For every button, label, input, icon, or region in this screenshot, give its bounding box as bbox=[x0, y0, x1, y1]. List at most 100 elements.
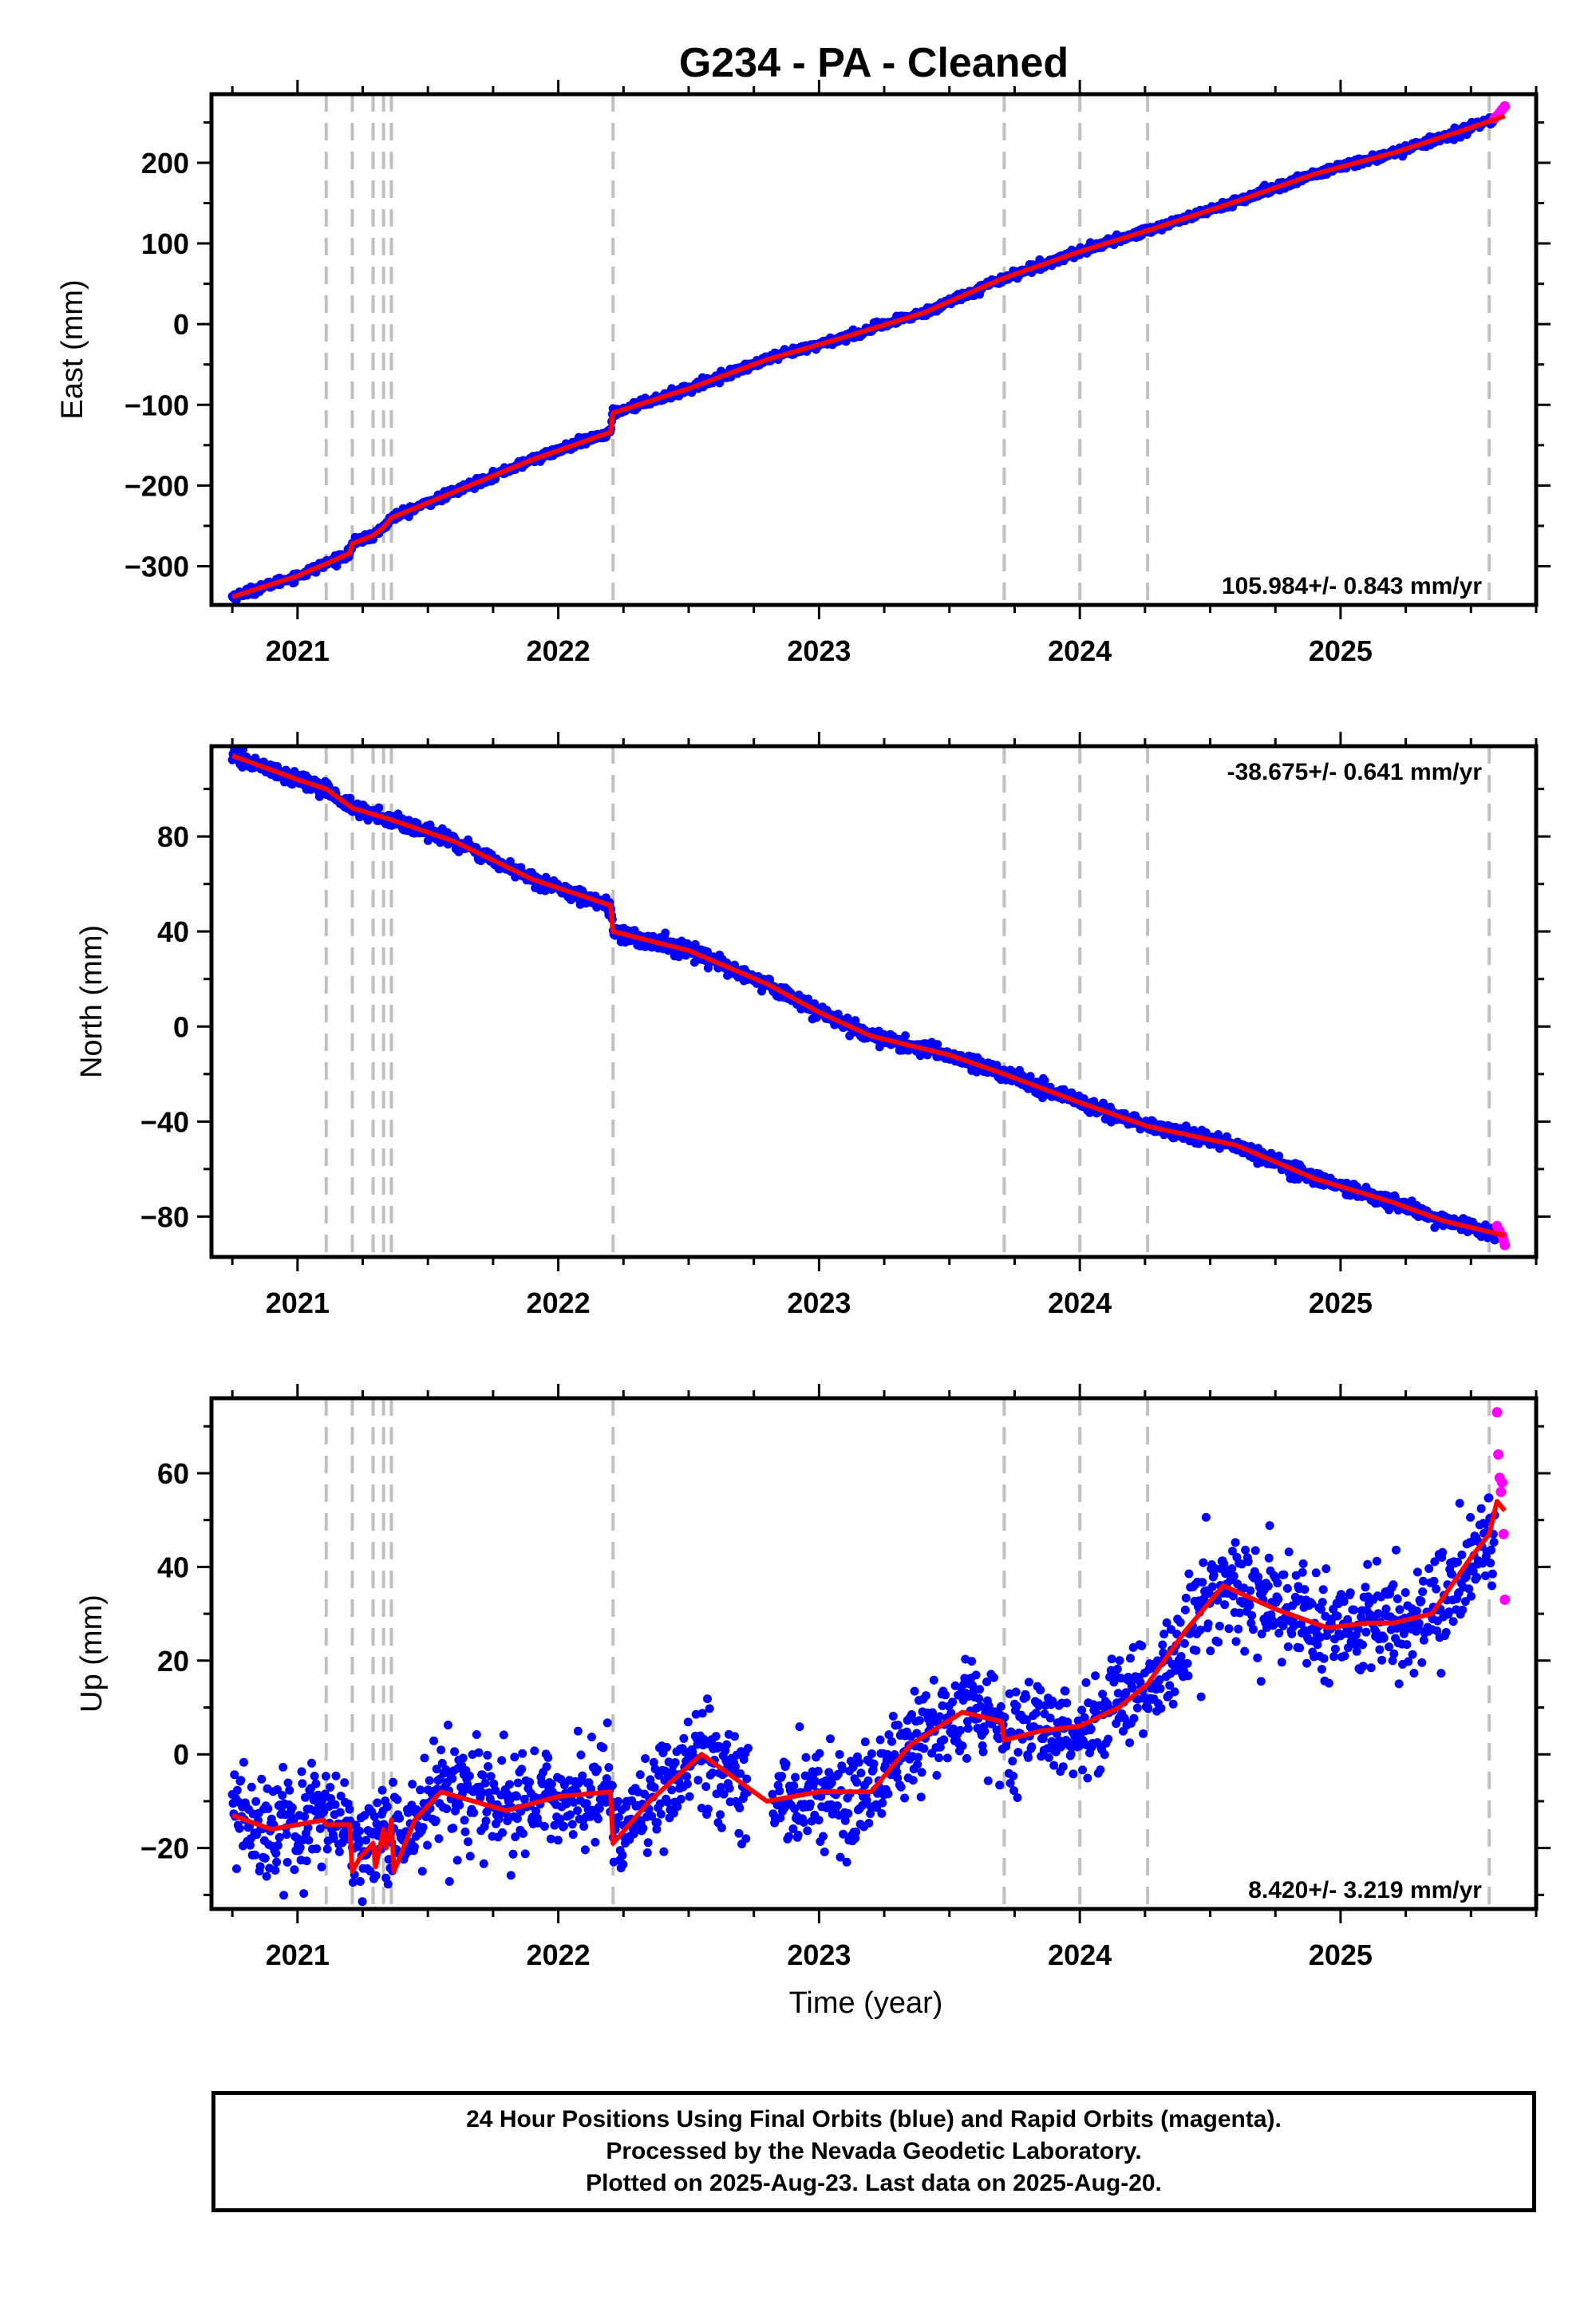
final-point bbox=[703, 1694, 712, 1704]
final-point bbox=[469, 1808, 479, 1817]
final-point bbox=[506, 1871, 516, 1880]
final-point bbox=[499, 1730, 508, 1740]
final-point bbox=[235, 1824, 244, 1833]
final-point bbox=[1009, 1771, 1018, 1780]
final-point bbox=[458, 1753, 468, 1763]
final-point bbox=[839, 1829, 848, 1839]
final-point bbox=[251, 1796, 261, 1806]
final-point bbox=[239, 1757, 248, 1767]
panel-east: 2021 2022 2023 2024 2025−300−200−1000100200E… bbox=[56, 80, 1551, 667]
final-point bbox=[525, 1777, 535, 1787]
y-tick-label: 80 bbox=[157, 820, 189, 853]
y-tick-label: 0 bbox=[173, 308, 189, 341]
final-point bbox=[662, 1742, 671, 1752]
final-point bbox=[734, 1828, 744, 1838]
final-point bbox=[888, 1711, 898, 1721]
final-point bbox=[1049, 1761, 1059, 1770]
final-point bbox=[519, 1794, 529, 1804]
final-point bbox=[358, 1897, 367, 1907]
final-point bbox=[355, 1826, 364, 1836]
final-point bbox=[420, 1753, 429, 1763]
final-point bbox=[618, 1851, 627, 1860]
final-point bbox=[464, 1771, 474, 1780]
final-point bbox=[656, 1809, 666, 1819]
final-point bbox=[1008, 1757, 1017, 1766]
final-point bbox=[776, 1813, 785, 1823]
final-point bbox=[711, 1732, 721, 1741]
final-point bbox=[866, 1809, 875, 1818]
final-point bbox=[250, 1910, 259, 1919]
rapid-point bbox=[1499, 101, 1511, 112]
final-point bbox=[354, 1839, 364, 1848]
final-point bbox=[935, 1712, 944, 1721]
final-point bbox=[595, 1804, 604, 1813]
final-point bbox=[1036, 1686, 1045, 1695]
final-point bbox=[369, 1812, 379, 1821]
final-point bbox=[531, 1806, 541, 1816]
final-point bbox=[682, 1772, 691, 1781]
final-point bbox=[1144, 1704, 1153, 1713]
final-point bbox=[262, 1871, 271, 1881]
final-point bbox=[971, 1670, 981, 1680]
final-point bbox=[901, 1031, 910, 1041]
final-point bbox=[795, 1722, 804, 1732]
final-point bbox=[331, 1771, 341, 1780]
final-point bbox=[408, 1780, 417, 1789]
final-point bbox=[819, 1832, 828, 1841]
final-point bbox=[607, 1780, 617, 1790]
final-point bbox=[335, 1808, 345, 1817]
final-point bbox=[815, 1749, 824, 1758]
final-point bbox=[573, 1726, 583, 1736]
final-point bbox=[820, 1848, 829, 1856]
final-point bbox=[1096, 1765, 1105, 1775]
final-point bbox=[1040, 1076, 1049, 1085]
final-point bbox=[963, 1724, 973, 1733]
y-tick-label: −100 bbox=[124, 389, 189, 421]
final-point bbox=[230, 1770, 239, 1780]
final-point bbox=[450, 1747, 460, 1757]
final-point bbox=[741, 1834, 751, 1844]
final-point bbox=[512, 1814, 522, 1824]
final-point bbox=[409, 1842, 419, 1852]
final-point bbox=[519, 1829, 527, 1838]
final-point bbox=[546, 1834, 555, 1844]
velocity-annotation: 105.984+/- 0.843 mm/yr bbox=[1222, 573, 1482, 599]
final-point bbox=[863, 1776, 873, 1785]
final-point bbox=[472, 1730, 481, 1739]
final-point bbox=[510, 1753, 519, 1762]
final-point bbox=[708, 1769, 717, 1777]
final-point bbox=[890, 1750, 899, 1759]
final-point bbox=[1115, 1656, 1124, 1666]
final-point bbox=[896, 1782, 906, 1792]
final-point bbox=[843, 1808, 853, 1818]
final-point bbox=[395, 1813, 405, 1823]
final-point bbox=[1045, 1713, 1055, 1723]
final-point bbox=[417, 1867, 427, 1876]
final-point bbox=[1066, 1749, 1076, 1759]
final-point bbox=[1077, 1705, 1087, 1715]
final-point bbox=[653, 1818, 662, 1828]
final-point bbox=[478, 1788, 487, 1797]
rapid-point bbox=[1499, 1239, 1511, 1251]
final-point bbox=[460, 1827, 470, 1836]
final-point bbox=[263, 1804, 273, 1813]
final-point bbox=[914, 1753, 923, 1762]
final-point bbox=[555, 1814, 565, 1824]
final-point bbox=[884, 1730, 894, 1740]
final-point bbox=[974, 1694, 984, 1703]
final-point bbox=[725, 1784, 734, 1793]
final-point bbox=[1125, 1738, 1135, 1748]
final-point bbox=[604, 1763, 614, 1773]
final-point bbox=[614, 1812, 623, 1822]
final-point bbox=[1048, 1696, 1057, 1705]
final-point bbox=[929, 1675, 938, 1685]
final-point bbox=[978, 1747, 988, 1757]
final-point bbox=[513, 1778, 523, 1788]
final-point bbox=[602, 1718, 612, 1728]
final-point bbox=[996, 1701, 1005, 1711]
final-point bbox=[429, 1736, 439, 1745]
y-tick-label: −40 bbox=[140, 1105, 189, 1138]
final-point bbox=[518, 1749, 527, 1758]
final-point bbox=[641, 1754, 650, 1763]
final-point bbox=[591, 1837, 600, 1847]
